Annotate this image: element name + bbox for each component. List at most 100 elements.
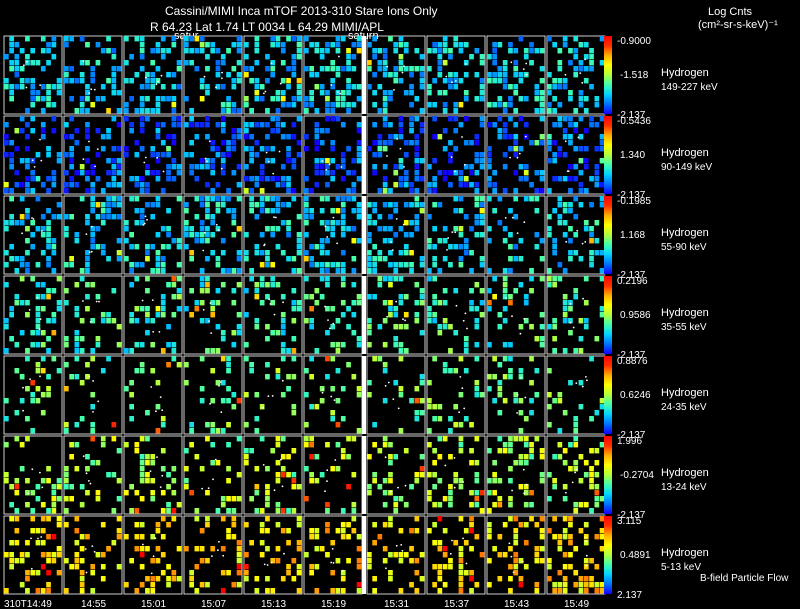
heatmap-pixel xyxy=(35,342,41,348)
heatmap-pixel xyxy=(254,508,260,514)
heatmap-pixel xyxy=(382,116,388,122)
heatmap-pixel xyxy=(296,244,302,250)
flow-dot xyxy=(89,482,92,485)
flow-dot xyxy=(218,384,220,387)
heatmap-pixel xyxy=(309,306,314,312)
flow-dot xyxy=(444,464,447,467)
heatmap-pixel xyxy=(304,368,309,374)
heatmap-pixel xyxy=(448,170,453,176)
heatmap-pixel xyxy=(463,140,469,146)
heatmap-pixel xyxy=(25,540,30,546)
heatmap-pixel xyxy=(409,202,414,208)
heatmap-pixel xyxy=(458,196,464,202)
heatmap-pixel xyxy=(474,152,480,158)
heatmap-pixel xyxy=(35,282,41,288)
flow-dot xyxy=(270,62,273,65)
heatmap-pixel xyxy=(508,496,513,502)
flow-dot xyxy=(281,379,284,382)
heatmap-pixel xyxy=(280,454,286,460)
heatmap-pixel xyxy=(286,188,291,194)
heatmap-pixel xyxy=(474,214,480,220)
heatmap-pixel xyxy=(314,164,320,170)
heatmap-pixel xyxy=(539,108,545,114)
flow-dot xyxy=(576,229,579,232)
heatmap-pixel xyxy=(427,318,432,324)
heatmap-pixel xyxy=(254,182,260,188)
heatmap-pixel xyxy=(226,196,231,202)
heatmap-pixel xyxy=(437,134,443,140)
heatmap-pixel xyxy=(226,496,231,502)
heatmap-pixel xyxy=(116,250,122,256)
heatmap-pixel xyxy=(568,250,573,256)
heatmap-pixel xyxy=(4,442,9,448)
flow-dot xyxy=(208,140,211,143)
flow-dot xyxy=(143,161,146,164)
heatmap-pixel xyxy=(547,576,552,582)
heatmap-pixel xyxy=(150,48,156,54)
heatmap-pixel xyxy=(249,540,254,546)
heatmap-pixel xyxy=(111,78,117,84)
heatmap-pixel xyxy=(340,312,346,318)
heatmap-pixel xyxy=(171,116,177,122)
heatmap-pixel xyxy=(244,134,249,140)
heatmap-pixel xyxy=(497,134,503,140)
heatmap-pixel xyxy=(111,48,117,54)
heatmap-pixel xyxy=(414,96,420,102)
heatmap-pixel xyxy=(280,324,286,330)
heatmap-pixel xyxy=(393,552,399,558)
heatmap-pixel xyxy=(463,342,469,348)
heatmap-pixel xyxy=(30,116,36,122)
heatmap-pixel xyxy=(205,226,210,232)
flow-dot xyxy=(156,156,159,159)
heatmap-pixel xyxy=(458,422,464,428)
heatmap-pixel xyxy=(372,576,377,582)
heatmap-pixel xyxy=(437,478,443,484)
heatmap-pixel xyxy=(382,300,388,306)
heatmap-pixel xyxy=(518,164,524,170)
heatmap-pixel xyxy=(116,342,122,348)
heatmap-pixel xyxy=(46,102,51,108)
flow-dot xyxy=(264,90,267,93)
heatmap-pixel xyxy=(194,48,200,54)
heatmap-pixel xyxy=(4,398,9,404)
heatmap-pixel xyxy=(562,448,568,454)
heatmap-pixel xyxy=(437,546,443,552)
heatmap-pixel xyxy=(340,522,346,528)
heatmap-pixel xyxy=(372,102,377,108)
heatmap-pixel xyxy=(265,294,270,300)
heatmap-pixel xyxy=(382,182,388,188)
heatmap-pixel xyxy=(492,276,497,282)
heatmap-pixel xyxy=(492,398,497,404)
heatmap-pixel xyxy=(304,108,309,114)
heatmap-pixel xyxy=(497,42,503,48)
flow-dot xyxy=(512,571,515,574)
flow-dot xyxy=(273,216,275,219)
heatmap-pixel xyxy=(85,214,90,220)
heatmap-pixel xyxy=(427,404,432,410)
heatmap-pixel xyxy=(492,60,497,66)
heatmap-pixel xyxy=(432,244,437,250)
heatmap-pixel xyxy=(116,256,122,262)
heatmap-pixel xyxy=(562,564,568,570)
heatmap-pixel xyxy=(414,300,420,306)
heatmap-pixel xyxy=(176,288,182,294)
heatmap-pixel xyxy=(458,546,464,552)
heatmap-pixel xyxy=(403,48,409,54)
heatmap-pixel xyxy=(275,108,281,114)
flow-dot xyxy=(403,65,405,68)
flow-dot xyxy=(152,555,155,558)
channel-energy-label: 35-55 keV xyxy=(661,322,707,333)
heatmap-pixel xyxy=(220,196,226,202)
heatmap-pixel xyxy=(79,196,85,202)
heatmap-pixel xyxy=(437,436,443,442)
heatmap-pixel xyxy=(539,312,545,318)
heatmap-pixel xyxy=(372,472,377,478)
flow-dot xyxy=(30,537,32,540)
heatmap-pixel xyxy=(64,342,69,348)
heatmap-pixel xyxy=(330,176,336,182)
heatmap-pixel xyxy=(367,324,372,330)
heatmap-pixel xyxy=(557,152,563,158)
heatmap-pixel xyxy=(254,466,260,472)
heatmap-pixel xyxy=(502,72,508,78)
flow-dot xyxy=(40,536,43,538)
